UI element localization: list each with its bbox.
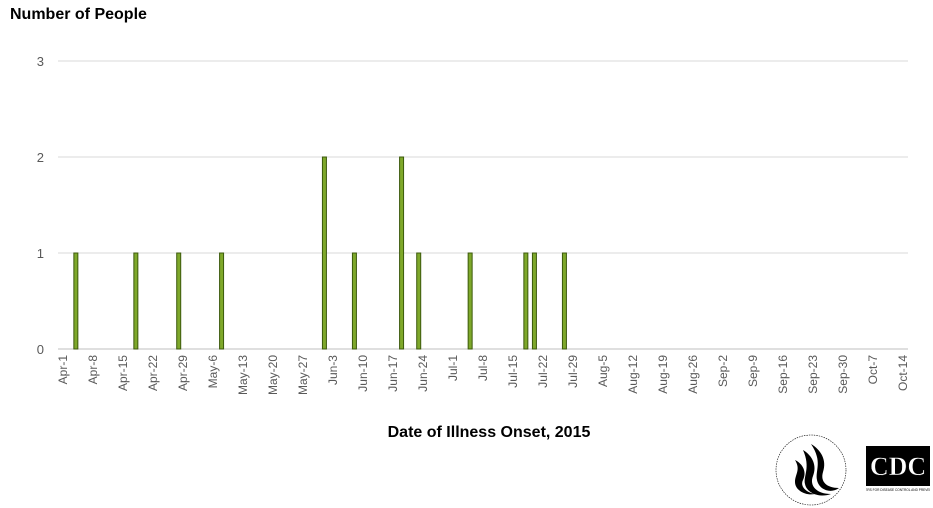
bars	[73, 156, 567, 350]
x-tick-label: Apr-29	[176, 355, 190, 391]
bar	[219, 252, 225, 350]
bar	[133, 252, 139, 350]
bar	[321, 156, 327, 350]
bar	[561, 252, 567, 350]
x-tick-label: May-27	[296, 355, 310, 395]
x-tick-label: Sep-2	[716, 355, 730, 387]
x-tick-label: Jul-8	[476, 355, 490, 381]
x-tick-label: Jul-29	[566, 355, 580, 388]
x-tick-label: Oct-14	[896, 355, 910, 391]
x-tick-labels: Apr-1 Apr-8 Apr-15 Apr-22 Apr-29 May-6 May-13 M…	[56, 355, 910, 395]
x-tick-label: Sep-16	[776, 355, 790, 394]
x-tick-label: Apr-15	[116, 355, 130, 391]
x-tick-label: Jul-22	[536, 355, 550, 388]
x-tick-label: Aug-12	[626, 355, 640, 394]
x-tick-label: Sep-9	[746, 355, 760, 387]
x-tick-label: Apr-22	[146, 355, 160, 391]
x-axis-title: Date of Illness Onset, 2015	[387, 424, 591, 441]
x-tick-label: Oct-7	[866, 355, 880, 385]
svg-text:CENTERS FOR DISEASE CONTROL AN: CENTERS FOR DISEASE CONTROL AND PREVENTI…	[866, 488, 930, 492]
bar	[523, 252, 529, 350]
svg-text:CDC: CDC	[870, 452, 926, 481]
x-tick-label: Aug-5	[596, 355, 610, 387]
cdc-logo: CDC CENTERS FOR DISEASE CONTROL AND PREV…	[857, 446, 933, 499]
bar	[176, 252, 182, 350]
x-tick-label: Jun-24	[416, 355, 430, 392]
y-tick-label: 0	[37, 342, 44, 357]
hhs-logo	[775, 434, 847, 506]
y-tick-labels: 0 1 2 3	[37, 54, 44, 357]
y-tick-label: 2	[37, 150, 44, 165]
bar	[467, 252, 473, 350]
x-tick-label: Jun-10	[356, 355, 370, 392]
x-tick-label: Sep-30	[836, 355, 850, 394]
x-tick-label: Jun-3	[326, 355, 340, 385]
bar	[351, 252, 357, 350]
x-tick-label: May-20	[266, 355, 280, 395]
bar	[399, 156, 405, 350]
x-tick-label: May-13	[236, 355, 250, 395]
y-tick-label: 3	[37, 54, 44, 69]
y-tick-label: 1	[37, 246, 44, 261]
bar	[531, 252, 537, 350]
x-tick-label: Aug-26	[686, 355, 700, 394]
x-tick-label: Aug-19	[656, 355, 670, 394]
x-tick-label: Jul-15	[506, 355, 520, 388]
x-tick-label: Sep-23	[806, 355, 820, 394]
y-axis-title: Number of People	[10, 6, 147, 23]
x-tick-label: Apr-8	[86, 355, 100, 385]
x-tick-label: Apr-1	[56, 355, 70, 385]
bar	[73, 252, 79, 350]
bar	[416, 252, 422, 350]
x-tick-label: Jun-17	[386, 355, 400, 392]
x-tick-label: Jul-1	[446, 355, 460, 381]
x-tick-label: May-6	[206, 355, 220, 389]
gridlines	[58, 60, 908, 350]
